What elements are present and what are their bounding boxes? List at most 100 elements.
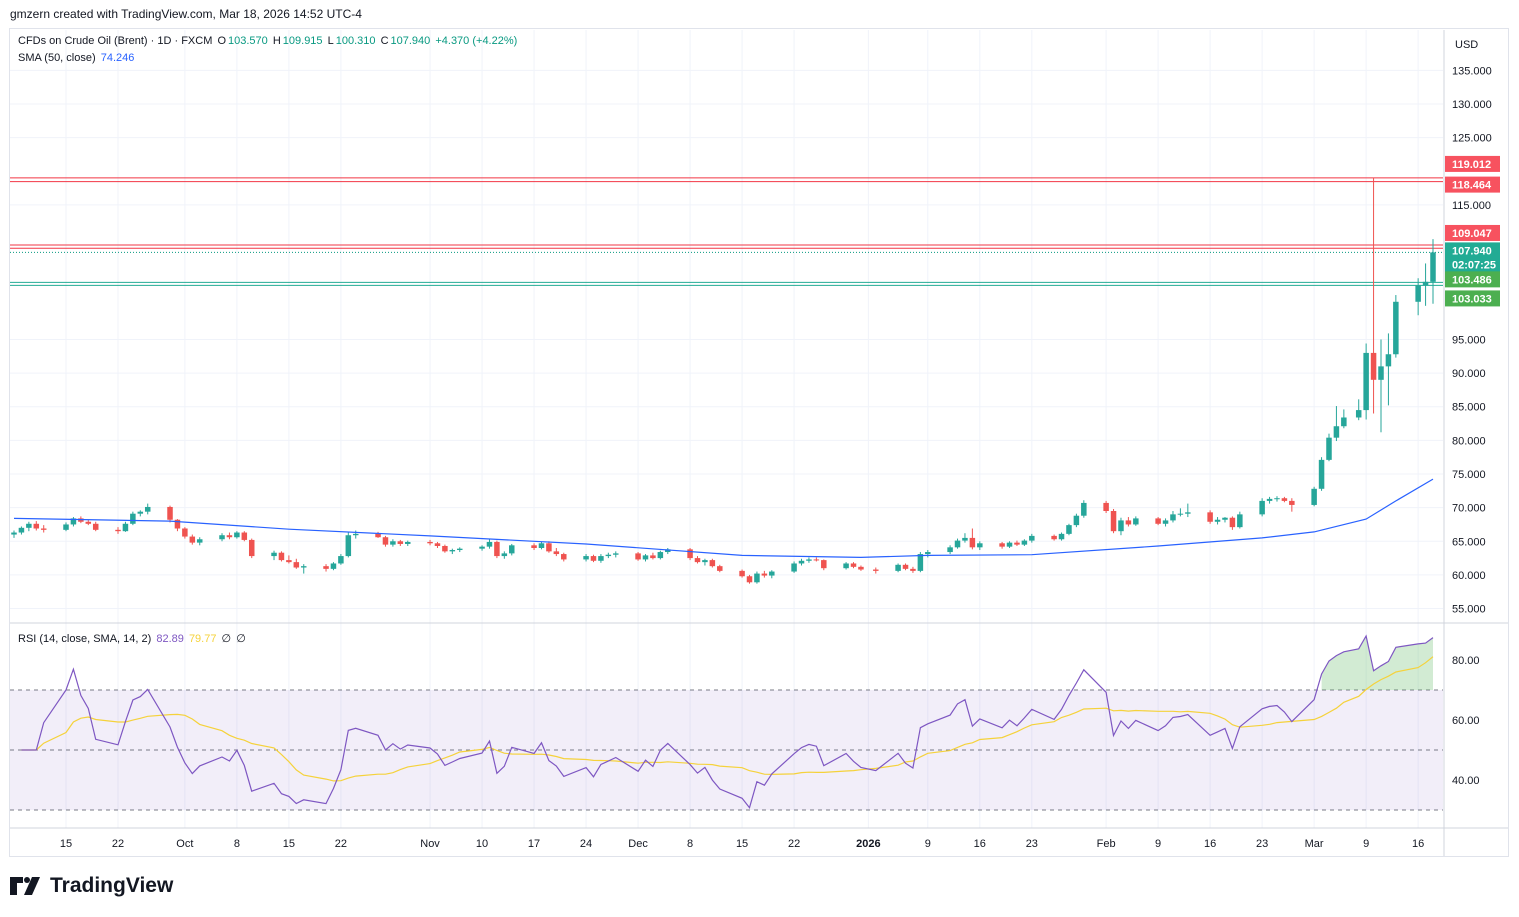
candle-body bbox=[1170, 514, 1176, 521]
candle-body bbox=[1363, 352, 1369, 411]
candle-body bbox=[70, 518, 77, 525]
time-tick-label: 22 bbox=[112, 838, 124, 850]
price-tick-label: 75.000 bbox=[1452, 469, 1486, 481]
candle-body bbox=[761, 573, 768, 576]
price-tag-support bbox=[1445, 271, 1500, 288]
candle-body bbox=[63, 524, 69, 530]
candle-body bbox=[457, 548, 463, 551]
time-tick-label: 16 bbox=[1204, 838, 1216, 850]
candle-body bbox=[850, 563, 857, 567]
sma-value: 74.246 bbox=[100, 52, 135, 64]
time-tick-label: Nov bbox=[420, 838, 440, 850]
price-tick-label: 85.000 bbox=[1452, 402, 1486, 414]
time-tick-label: 23 bbox=[1026, 838, 1038, 850]
candle-body bbox=[1110, 511, 1117, 532]
price-tick-label: 125.000 bbox=[1452, 133, 1492, 145]
candle-body bbox=[1229, 517, 1236, 528]
candle-body bbox=[531, 545, 537, 548]
price-tag-support bbox=[1445, 290, 1500, 307]
candle-body bbox=[553, 551, 560, 555]
candle-body bbox=[1185, 512, 1191, 514]
price-tick-label: 70.000 bbox=[1452, 503, 1486, 515]
candle-body bbox=[1430, 252, 1436, 282]
time-tick-label: 15 bbox=[283, 838, 295, 850]
time-tick-label: 8 bbox=[687, 838, 693, 850]
candle-body bbox=[434, 543, 441, 546]
candle-body bbox=[999, 543, 1005, 547]
time-tick-label: Feb bbox=[1097, 838, 1116, 850]
price-tag-label: 107.940 bbox=[1452, 245, 1492, 257]
time-tick-label: 10 bbox=[476, 838, 488, 850]
change-value: +4.370 (+4.22%) bbox=[435, 35, 518, 47]
brand-name: TradingView bbox=[50, 874, 174, 897]
candle-body bbox=[962, 537, 968, 541]
sma-line bbox=[13, 478, 1434, 559]
candle-body bbox=[1415, 285, 1421, 302]
candle-body bbox=[598, 556, 604, 561]
tradingview-logo: TradingView bbox=[10, 874, 173, 898]
price-tag-label: 119.012 bbox=[1452, 159, 1491, 171]
candle-body bbox=[1393, 301, 1399, 355]
candle-body bbox=[130, 513, 136, 524]
time-tick-label: 15 bbox=[736, 838, 748, 850]
candle-body bbox=[1177, 513, 1184, 515]
candle-body bbox=[791, 563, 797, 572]
candle-body bbox=[657, 552, 664, 559]
ohlc-o-label: O bbox=[217, 35, 226, 47]
candle-body bbox=[813, 559, 820, 561]
time-tick-label: Dec bbox=[628, 838, 648, 850]
candle-body bbox=[1207, 512, 1213, 522]
rsi-overbought-fill bbox=[1321, 636, 1433, 690]
candle-body bbox=[1266, 498, 1273, 501]
tradingview-logo-icon bbox=[10, 877, 40, 895]
candle-body bbox=[486, 541, 493, 547]
candle-body bbox=[375, 533, 381, 538]
price-tag-last bbox=[1445, 242, 1500, 273]
time-tick-label: 2026 bbox=[856, 838, 880, 850]
candle-body bbox=[665, 549, 671, 553]
candle-body bbox=[323, 566, 329, 569]
candle-body bbox=[1237, 514, 1243, 528]
sma-legend[interactable]: SMA (50, close) 74.246 bbox=[18, 52, 136, 64]
candle-body bbox=[1370, 352, 1377, 380]
candle-body bbox=[479, 546, 485, 549]
candle-body bbox=[1355, 410, 1362, 418]
bar-countdown: 02:07:25 bbox=[1452, 259, 1496, 271]
rsi-extra-2: ∅ bbox=[236, 633, 246, 645]
candle-body bbox=[642, 555, 649, 560]
time-tick-label: Oct bbox=[176, 838, 193, 850]
candle-body bbox=[226, 535, 233, 538]
candle-body bbox=[182, 528, 188, 537]
candle-body bbox=[271, 552, 277, 557]
candle-body bbox=[969, 537, 976, 548]
candle-body bbox=[605, 554, 612, 557]
candle-body bbox=[1058, 533, 1065, 540]
candle-body bbox=[234, 532, 240, 538]
candle-body bbox=[286, 560, 292, 563]
time-tick-label: 22 bbox=[335, 838, 347, 850]
candle-body bbox=[954, 540, 961, 548]
candle-body bbox=[1281, 498, 1288, 501]
candle-body bbox=[1006, 542, 1013, 547]
price-tick-label: 135.000 bbox=[1452, 65, 1492, 77]
currency-label: USD bbox=[1455, 39, 1478, 51]
candle-body bbox=[977, 543, 983, 548]
candle-body bbox=[590, 556, 597, 561]
candle-body bbox=[1259, 500, 1265, 515]
rsi-legend[interactable]: RSI (14, close, SMA, 14, 2) 82.89 79.77 … bbox=[18, 632, 248, 645]
candle-body bbox=[1326, 437, 1332, 460]
symbol-title[interactable]: CFDs on Crude Oil (Brent) · 1D · FXCM bbox=[18, 35, 213, 47]
candle-body bbox=[546, 543, 552, 552]
candle-body bbox=[561, 554, 567, 560]
candle-body bbox=[687, 549, 693, 559]
candle-body bbox=[390, 541, 396, 545]
time-tick-label: Mar bbox=[1305, 838, 1324, 850]
price-tick-label: 90.000 bbox=[1452, 368, 1486, 380]
candle-body bbox=[1162, 520, 1169, 524]
candle-body bbox=[806, 559, 812, 561]
price-tick-label: 95.000 bbox=[1452, 334, 1486, 346]
price-tick-label: 80.000 bbox=[1452, 435, 1486, 447]
time-tick-label: 16 bbox=[1412, 838, 1424, 850]
